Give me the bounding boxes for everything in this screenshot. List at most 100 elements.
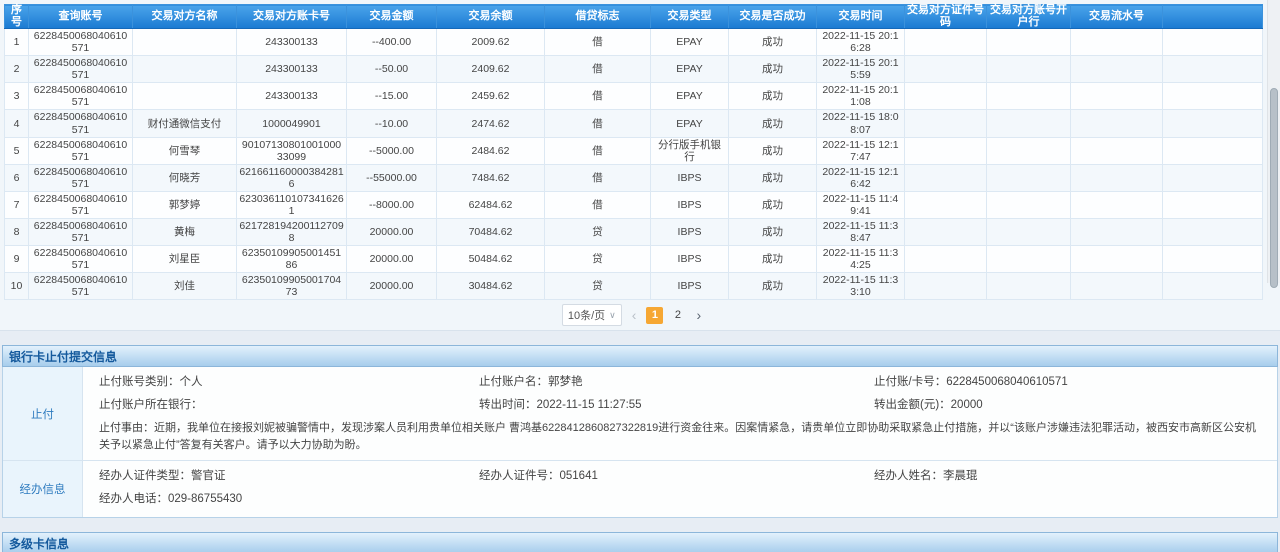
table-cell: 30484.62	[436, 272, 545, 301]
table-cell: 50484.62	[436, 245, 545, 274]
table-cell	[986, 109, 1071, 138]
field-text: 经办人电话：029-86755430	[99, 493, 243, 506]
table-cell	[986, 190, 1071, 219]
vertical-scrollbar[interactable]	[1267, 0, 1280, 288]
page-size-select[interactable]: 10条/页 ∨	[561, 304, 622, 327]
table-cell: 2022-11-15 12:17:47	[816, 136, 905, 165]
table-cell	[986, 217, 1071, 247]
table-cell	[1070, 190, 1163, 219]
table-cell: 借	[544, 55, 651, 84]
table-cell	[904, 217, 987, 247]
table-cell: 6235010990500145186	[236, 245, 347, 274]
column-header: 交易流水号	[1070, 3, 1163, 30]
table-cell	[904, 109, 987, 138]
table-cell: 6	[4, 163, 29, 192]
column-header: 交易对方名称	[132, 3, 237, 30]
section-content: 经办人证件类型：警官证 经办人证件号：051641 经办人姓名：李晨琨经办人电话：0…	[83, 461, 1277, 517]
column-header: 交易类型	[650, 3, 729, 30]
table-cell	[132, 55, 237, 84]
table-cell: 黄梅	[132, 217, 237, 247]
table-row[interactable]: 10 6228450068040610571 刘佳 62350109905001704…	[4, 272, 1263, 301]
table-cell: --5000.00	[346, 136, 437, 165]
section-content: 止付账号类别：个人 止付账户名：郭梦艳 止付账/卡号：622845006804061…	[83, 367, 1277, 460]
section-label: 止付	[3, 367, 83, 461]
table-cell: 2484.62	[436, 136, 545, 165]
table-cell: EPAY	[650, 109, 729, 138]
table-row[interactable]: 9 6228450068040610571 刘星臣 62350109905001451…	[4, 245, 1263, 274]
page-size-label: 10条/页	[567, 310, 606, 323]
table-cell: 6228450068040610571	[28, 272, 133, 301]
table-cell: 郭梦婷	[132, 190, 237, 219]
table-cell: 70484.62	[436, 217, 545, 247]
next-page-button[interactable]: ›	[696, 307, 702, 324]
table-cell: 刘佳	[132, 272, 237, 301]
table-row[interactable]: 2 6228450068040610571 243300133 --50.00 2409…	[4, 55, 1263, 84]
page-button-1[interactable]: 1	[646, 306, 664, 324]
table-cell: 1	[4, 28, 29, 57]
table-cell: --50.00	[346, 55, 437, 84]
transactions-body: 1 6228450068040610571 243300133 --400.00 200…	[4, 28, 1263, 301]
table-row[interactable]: 3 6228450068040610571 243300133 --15.00 2459…	[4, 82, 1263, 111]
scrollbar-thumb[interactable]	[1270, 88, 1278, 288]
table-cell: 贷	[544, 272, 651, 301]
table-cell: 成功	[728, 55, 817, 84]
table-cell: 5	[4, 136, 29, 165]
table-cell: 成功	[728, 190, 817, 219]
column-header: 交易余额	[436, 3, 545, 30]
table-cell: 20000.00	[346, 245, 437, 274]
table-cell: 2022-11-15 20:15:59	[816, 55, 905, 84]
transactions-region: 序号 查询账号 交易对方名称 交易对方账卡号 交易金额 交易余额 借贷标志 交易类型 交易是否成…	[0, 0, 1280, 332]
table-cell: 2474.62	[436, 109, 545, 138]
table-cell: 贷	[544, 217, 651, 247]
table-cell: 2022-11-15 20:16:28	[816, 28, 905, 57]
transactions-table: 序号 查询账号 交易对方名称 交易对方账卡号 交易金额 交易余额 借贷标志 交易类型 交易是否成…	[4, 3, 1263, 301]
table-cell: 6228450068040610571	[28, 217, 133, 247]
table-cell: IBPS	[650, 245, 729, 274]
table-cell: 7484.62	[436, 163, 545, 192]
field-row: 止付账号类别：个人 止付账户名：郭梦艳 止付账/卡号：622845006804061…	[99, 371, 1267, 394]
table-row[interactable]: 6 6228450068040610571 何晓芳 62166116000038428…	[4, 163, 1263, 192]
table-cell	[1070, 55, 1163, 84]
table-cell: 成功	[728, 217, 817, 247]
table-row[interactable]: 7 6228450068040610571 郭梦婷 62303611010734162…	[4, 190, 1263, 219]
table-row[interactable]: 8 6228450068040610571 黄梅 621728194200112709…	[4, 217, 1263, 247]
table-cell: 4	[4, 109, 29, 138]
table-cell: 2022-11-15 11:38:47	[816, 217, 905, 247]
table-cell: 刘星臣	[132, 245, 237, 274]
filler-cell	[1162, 245, 1263, 274]
filler-cell	[1162, 136, 1263, 165]
prev-page-button[interactable]: ‹	[631, 307, 637, 324]
panel-section: 经办信息 经办人证件类型：警官证 经办人证件号：051641 经办人姓名：李晨琨 经办人…	[3, 460, 1277, 518]
table-cell	[986, 28, 1071, 57]
table-cell: 6216611600003842816	[236, 163, 347, 192]
table-cell: 6228450068040610571	[28, 163, 133, 192]
column-header: 交易对方账卡号	[236, 3, 347, 30]
table-row[interactable]: 1 6228450068040610571 243300133 --400.00 200…	[4, 28, 1263, 57]
table-cell	[904, 82, 987, 111]
field-row: 经办人证件类型：警官证 经办人证件号：051641 经办人姓名：李晨琨	[99, 465, 1267, 488]
table-cell: 1000049901	[236, 109, 347, 138]
table-cell: IBPS	[650, 190, 729, 219]
panel-section: 止付 止付账号类别：个人 止付账户名：郭梦艳 止付账/卡号：6228450068040…	[3, 367, 1277, 461]
table-cell: 借	[544, 28, 651, 57]
column-header: 交易对方账号开户行	[986, 3, 1071, 30]
table-cell	[904, 136, 987, 165]
table-row[interactable]: 5 6228450068040610571 何雪琴 90107130801001000…	[4, 136, 1263, 165]
table-cell: 6217281942001127098	[236, 217, 347, 247]
table-cell: 6228450068040610571	[28, 245, 133, 274]
table-cell	[132, 28, 237, 57]
table-cell: 6228450068040610571	[28, 55, 133, 84]
table-cell: 2022-11-15 11:33:10	[816, 272, 905, 301]
filler-cell	[1162, 109, 1263, 138]
table-row[interactable]: 4 6228450068040610571 财付通微信支付 1000049901 --1…	[4, 109, 1263, 138]
table-cell	[904, 272, 987, 301]
table-cell: 成功	[728, 245, 817, 274]
table-cell: EPAY	[650, 55, 729, 84]
column-header: 借贷标志	[544, 3, 651, 30]
page-button-2[interactable]: 2	[674, 309, 681, 322]
transactions-header-row: 序号 查询账号 交易对方名称 交易对方账卡号 交易金额 交易余额 借贷标志 交易类型 交易是否成…	[4, 3, 1263, 30]
table-cell: 243300133	[236, 28, 347, 57]
field-text: 止付账号类别：个人	[99, 376, 203, 389]
field-text: 经办人证件类型：警官证	[99, 470, 226, 483]
